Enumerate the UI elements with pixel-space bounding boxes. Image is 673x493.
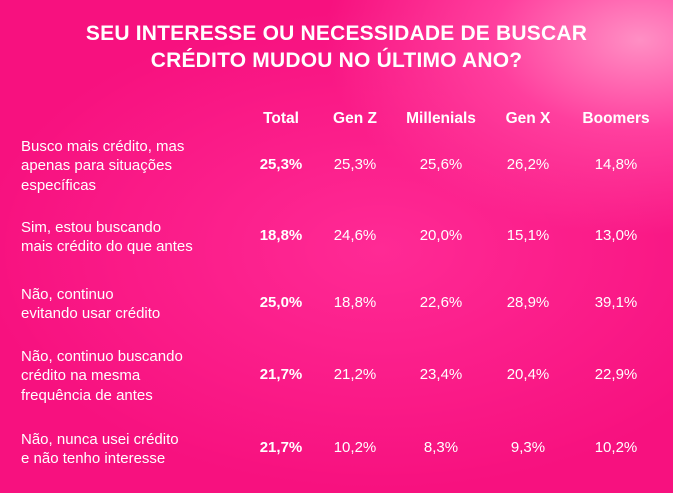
- row-label-line: Sim, estou buscando: [21, 218, 162, 236]
- value-cell: 20,0%: [419, 227, 463, 244]
- value-cell: 22,6%: [419, 294, 463, 311]
- row-label: Não, continuo evitando usar crédito: [21, 285, 221, 324]
- total-value-cell: 25,0%: [259, 294, 303, 311]
- value-cell: 26,2%: [506, 156, 550, 173]
- total-value-cell: 21,7%: [259, 439, 303, 456]
- row-label-line: e não tenho interesse: [21, 450, 166, 467]
- value-cell: 15,1%: [506, 227, 550, 244]
- value-cell: 13,0%: [594, 227, 638, 244]
- column-header: Total: [263, 110, 299, 127]
- value-cell: 14,8%: [594, 156, 638, 173]
- row-label-line: Busco mais crédito, mas: [21, 137, 185, 155]
- value-cell: 25,3%: [333, 156, 377, 173]
- row-label-line: Não, continuo: [21, 285, 114, 303]
- title-line-1: SEU INTERESSE OU NECESSIDADE DE BUSCAR: [85, 22, 588, 45]
- total-value-cell: 21,7%: [259, 366, 303, 383]
- value-cell: 10,2%: [333, 439, 377, 456]
- value-cell: 10,2%: [594, 439, 638, 456]
- total-value-cell: 25,3%: [259, 156, 303, 173]
- row-label-line: específicas: [21, 176, 97, 194]
- value-cell: 9,3%: [510, 439, 546, 456]
- chart-title: SEU INTERESSE OU NECESSIDADE DE BUSCAR C…: [0, 20, 673, 74]
- value-cell: 28,9%: [506, 294, 550, 311]
- value-cell: 20,4%: [506, 366, 550, 383]
- row-label: Sim, estou buscando mais crédito do que a…: [21, 218, 221, 257]
- row-label-line: Não, continuo buscando: [21, 347, 183, 365]
- row-label: Não, continuo buscando crédito na mesma fr…: [21, 347, 221, 406]
- row-label-line: apenas para situações: [21, 157, 172, 175]
- value-cell: 25,6%: [419, 156, 463, 173]
- row-label-line: frequência de antes: [21, 386, 153, 404]
- total-value-cell: 18,8%: [259, 227, 303, 244]
- row-label-line: Não, nunca usei crédito: [21, 430, 179, 448]
- row-label-line: evitando usar crédito: [21, 305, 161, 322]
- column-header: Gen Z: [333, 110, 377, 127]
- value-cell: 18,8%: [333, 294, 377, 311]
- row-label: Não, nunca usei crédito e não tenho inter…: [21, 430, 221, 469]
- row-label: Busco mais crédito, mas apenas para situa…: [21, 137, 221, 196]
- value-cell: 22,9%: [594, 366, 638, 383]
- value-cell: 39,1%: [594, 294, 638, 311]
- value-cell: 24,6%: [333, 227, 377, 244]
- value-cell: 21,2%: [333, 366, 377, 383]
- column-header: Gen X: [505, 110, 551, 127]
- row-label-line: mais crédito do que antes: [21, 238, 193, 255]
- column-header: Millenials: [406, 110, 476, 127]
- column-header: Boomers: [582, 110, 650, 127]
- value-cell: 8,3%: [423, 439, 459, 456]
- title-line-2: CRÉDITO MUDOU NO ÚLTIMO ANO?: [150, 49, 523, 72]
- row-label-line: crédito na mesma: [21, 367, 141, 385]
- value-cell: 23,4%: [419, 366, 463, 383]
